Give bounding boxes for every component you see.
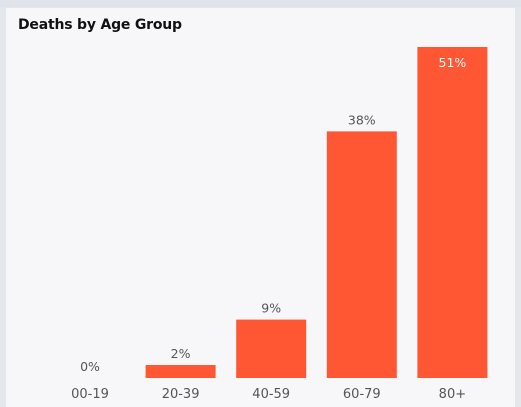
bars-group	[145, 47, 488, 378]
x-axis-ticks-group: 00-19 20-39 40-59 60-79 80+	[71, 387, 466, 402]
bar-60-79[interactable]	[326, 131, 397, 378]
chart-panel: Deaths by Age Group 0% 2% 9% 38% 51% 00-19 20…	[6, 8, 515, 407]
x-tick-40-59: 40-59	[252, 387, 290, 402]
value-label-00-19: 0%	[80, 359, 100, 374]
x-tick-80+: 80+	[439, 387, 466, 402]
x-tick-00-19: 00-19	[71, 387, 109, 402]
bar-80+[interactable]	[417, 47, 488, 378]
x-tick-60-79: 60-79	[343, 387, 381, 402]
bar-40-59[interactable]	[236, 319, 307, 378]
value-labels-group: 0% 2% 9% 38% 51%	[80, 55, 466, 374]
chart-title: Deaths by Age Group	[18, 17, 182, 33]
bar-20-39[interactable]	[145, 365, 216, 378]
value-label-80+: 51%	[439, 55, 467, 70]
value-label-20-39: 2%	[171, 346, 191, 361]
value-label-40-59: 9%	[261, 301, 281, 316]
x-tick-20-39: 20-39	[162, 387, 200, 402]
window-top-bar	[0, 0, 521, 7]
bar-chart: 0% 2% 9% 38% 51% 00-19 20-39 40-59 60-79 80+	[71, 47, 488, 402]
value-label-60-79: 38%	[348, 112, 376, 127]
